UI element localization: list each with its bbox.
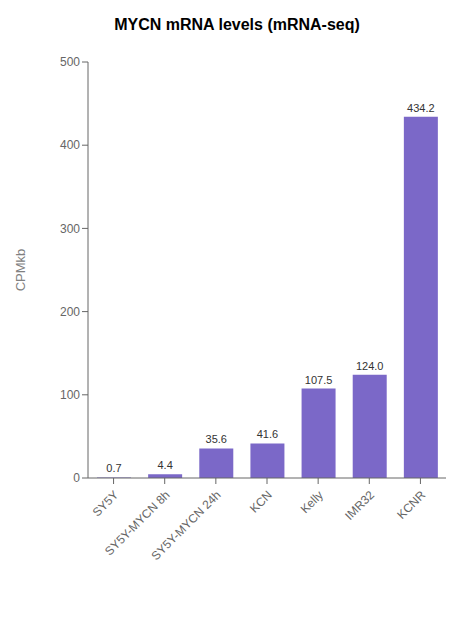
svg-text:300: 300 bbox=[60, 222, 80, 236]
svg-text:124.0: 124.0 bbox=[356, 360, 384, 372]
svg-text:SY5Y-MYCN 24h: SY5Y-MYCN 24h bbox=[148, 488, 223, 563]
svg-text:200: 200 bbox=[60, 305, 80, 319]
svg-text:434.2: 434.2 bbox=[407, 102, 435, 114]
svg-text:500: 500 bbox=[60, 55, 80, 69]
svg-text:Kelly: Kelly bbox=[298, 488, 326, 516]
svg-text:CPMkb: CPMkb bbox=[13, 249, 28, 292]
svg-text:100: 100 bbox=[60, 388, 80, 402]
svg-text:SY5Y-MYCN 8h: SY5Y-MYCN 8h bbox=[102, 487, 173, 559]
svg-text:400: 400 bbox=[60, 138, 80, 152]
svg-text:4.4: 4.4 bbox=[157, 459, 172, 471]
html-text:MYCN mRNA levels (mRNA-seq): MYCN mRNA levels (mRNA-seq) bbox=[114, 16, 360, 33]
svg-text:IMR32: IMR32 bbox=[342, 488, 377, 523]
svg-text:107.5: 107.5 bbox=[305, 374, 333, 386]
svg-text:41.6: 41.6 bbox=[257, 428, 278, 440]
svg-text:0.7: 0.7 bbox=[106, 462, 121, 474]
svg-text:0: 0 bbox=[73, 471, 80, 485]
svg-text:KCN: KCN bbox=[247, 488, 275, 516]
svg-text:SY5Y: SY5Y bbox=[90, 488, 122, 520]
svg-text:35.6: 35.6 bbox=[206, 433, 227, 445]
svg-text:KCNR: KCNR bbox=[394, 488, 428, 522]
